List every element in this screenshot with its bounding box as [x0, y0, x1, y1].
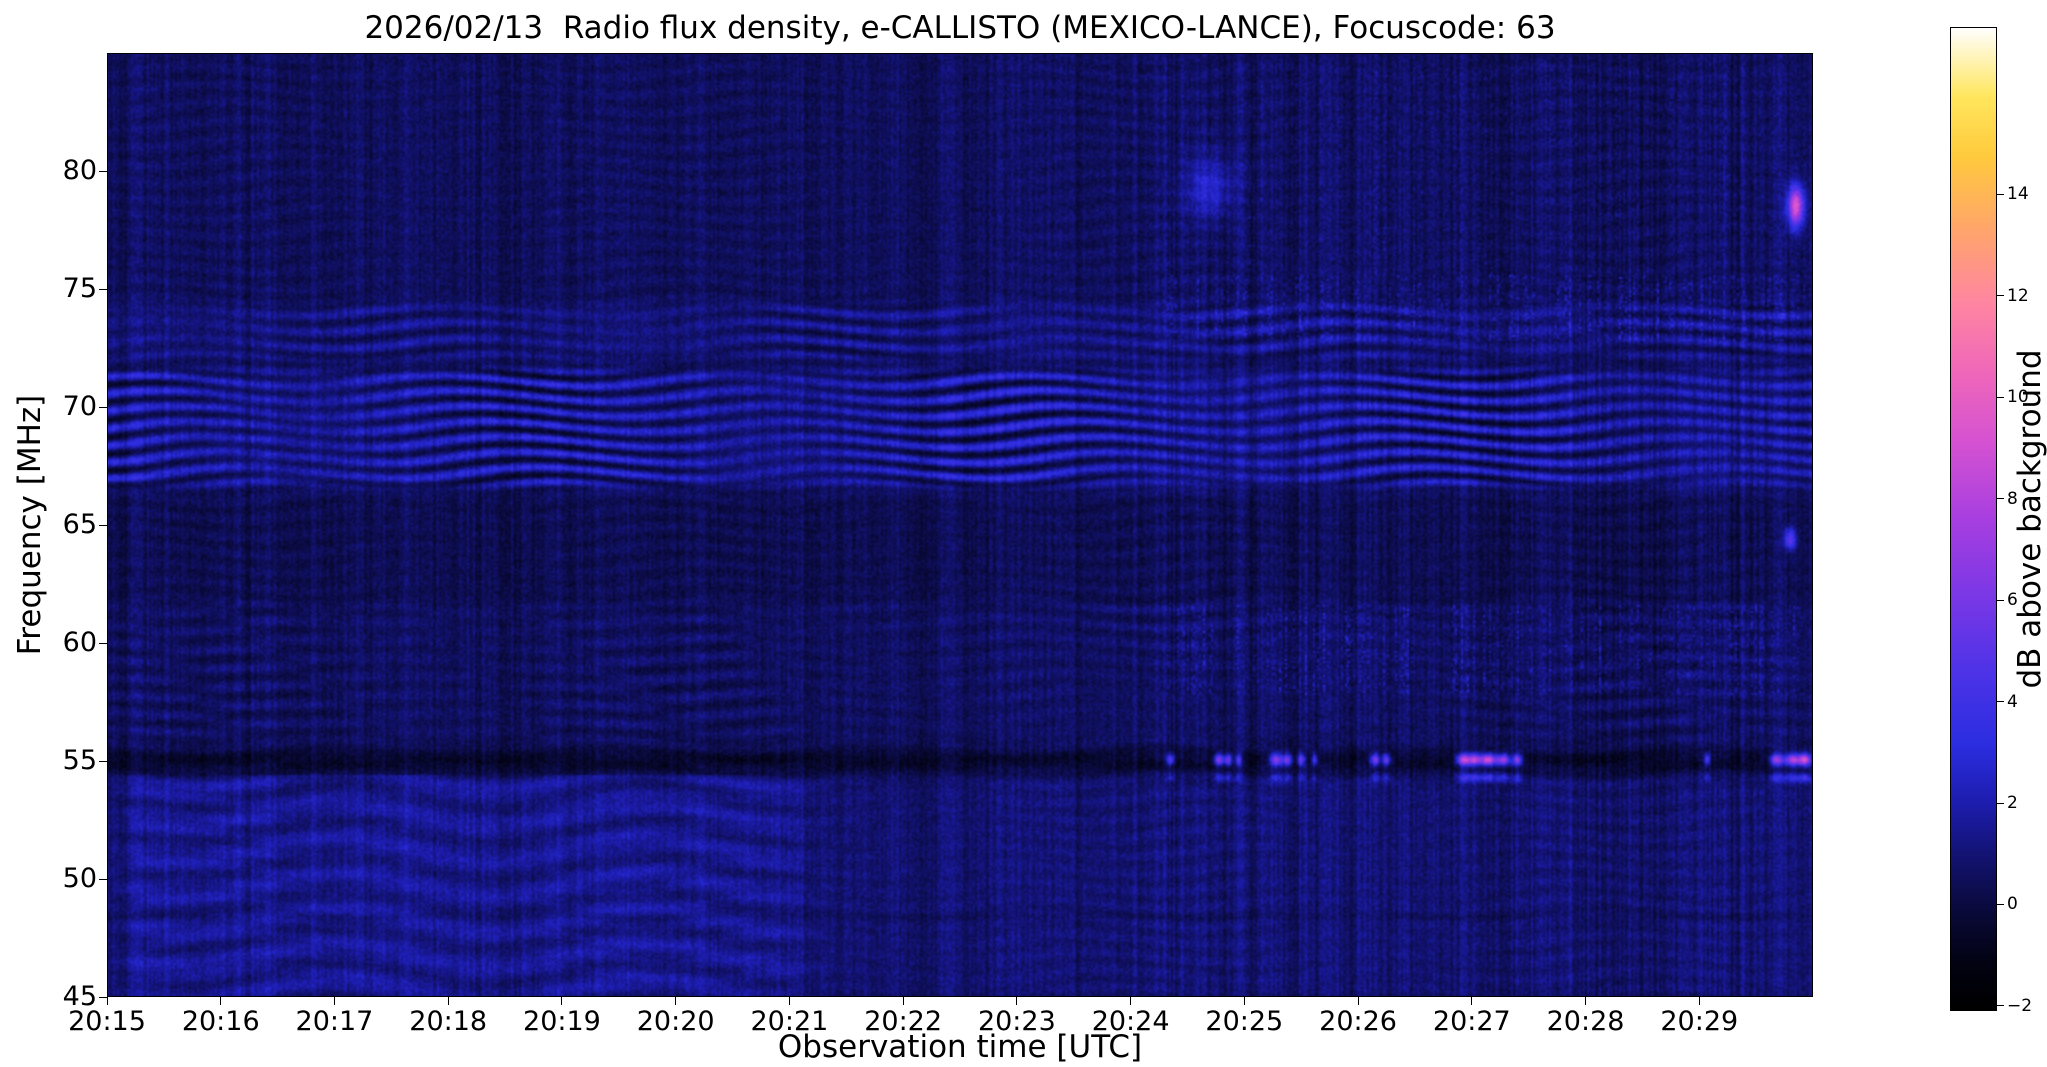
colorbar-tick-mark	[1997, 498, 2004, 500]
colorbar-tick-mark	[1997, 802, 2004, 804]
colorbar-tick-label: 12	[2007, 285, 2029, 306]
x-tick-label: 20:18	[409, 1006, 488, 1037]
colorbar-tick-mark	[1997, 599, 2004, 601]
y-tick-label: 80	[62, 155, 97, 186]
x-tick-mark	[1357, 997, 1359, 1005]
colorbar-tick-mark	[1997, 701, 2004, 703]
x-tick-label: 20:17	[295, 1006, 374, 1037]
colorbar-label: dB above background	[2012, 349, 2047, 689]
x-tick-mark	[1130, 997, 1132, 1005]
colorbar-tick-label: 0	[2007, 894, 2018, 915]
x-tick-mark	[675, 997, 677, 1005]
x-tick-label: 20:19	[523, 1006, 601, 1037]
y-tick-label: 45	[62, 981, 97, 1012]
colorbar-tick-label: 10	[2007, 387, 2029, 408]
x-tick-label: 20:24	[1091, 1006, 1170, 1037]
x-tick-label: 20:16	[181, 1006, 260, 1037]
colorbar-tick-mark	[1997, 1005, 2004, 1007]
x-tick-mark	[106, 997, 108, 1005]
spectrogram-heatmap	[107, 53, 1813, 997]
x-tick-label: 20:26	[1319, 1006, 1397, 1037]
x-tick-mark	[1585, 997, 1587, 1005]
colorbar-tick-mark	[1997, 903, 2004, 905]
y-tick-mark	[99, 406, 107, 408]
colorbar-tick-label: 4	[2007, 691, 2018, 712]
x-tick-label: 20:20	[636, 1006, 715, 1037]
x-tick-label: 20:29	[1660, 1006, 1739, 1037]
x-tick-mark	[1016, 997, 1018, 1005]
x-tick-label: 20:23	[977, 1006, 1056, 1037]
x-tick-mark	[788, 997, 790, 1005]
x-tick-mark	[561, 997, 563, 1005]
colorbar-gradient	[1950, 27, 1997, 1011]
x-tick-mark	[902, 997, 904, 1005]
colorbar-tick-mark	[1997, 396, 2004, 398]
y-tick-label: 65	[62, 509, 97, 540]
chart-title: 2026/02/13 Radio flux density, e-CALLIST…	[364, 10, 1556, 46]
y-tick-mark	[99, 878, 107, 880]
y-tick-mark	[99, 996, 107, 998]
colorbar-tick-label: −2	[2007, 995, 2033, 1016]
y-tick-mark	[99, 760, 107, 762]
y-tick-mark	[99, 170, 107, 172]
y-tick-mark	[99, 642, 107, 644]
y-tick-label: 60	[62, 627, 97, 658]
x-tick-mark	[220, 997, 222, 1005]
colorbar-tick-label: 2	[2007, 793, 2018, 814]
x-tick-mark	[333, 997, 335, 1005]
x-tick-mark	[1471, 997, 1473, 1005]
x-tick-mark	[447, 997, 449, 1005]
x-tick-mark	[1698, 997, 1700, 1005]
y-tick-label: 70	[62, 391, 97, 422]
colorbar-tick-label: 6	[2007, 590, 2018, 611]
x-tick-label: 20:21	[750, 1006, 829, 1037]
x-axis-label: Observation time [UTC]	[777, 1029, 1143, 1065]
x-tick-label: 20:25	[1205, 1006, 1284, 1037]
y-tick-label: 55	[62, 745, 97, 776]
x-tick-mark	[1243, 997, 1245, 1005]
y-tick-mark	[99, 524, 107, 526]
x-tick-label: 20:22	[864, 1006, 943, 1037]
colorbar-tick-label: 8	[2007, 488, 2018, 509]
colorbar-tick-label: 14	[2007, 184, 2029, 205]
colorbar-tick-mark	[1997, 193, 2004, 195]
colorbar-tick-mark	[1997, 295, 2004, 297]
y-tick-mark	[99, 288, 107, 290]
x-tick-label: 20:27	[1432, 1006, 1511, 1037]
y-tick-label: 75	[62, 273, 97, 304]
y-tick-label: 50	[62, 863, 97, 894]
x-tick-label: 20:28	[1546, 1006, 1625, 1037]
x-tick-label: 20:15	[68, 1006, 146, 1037]
